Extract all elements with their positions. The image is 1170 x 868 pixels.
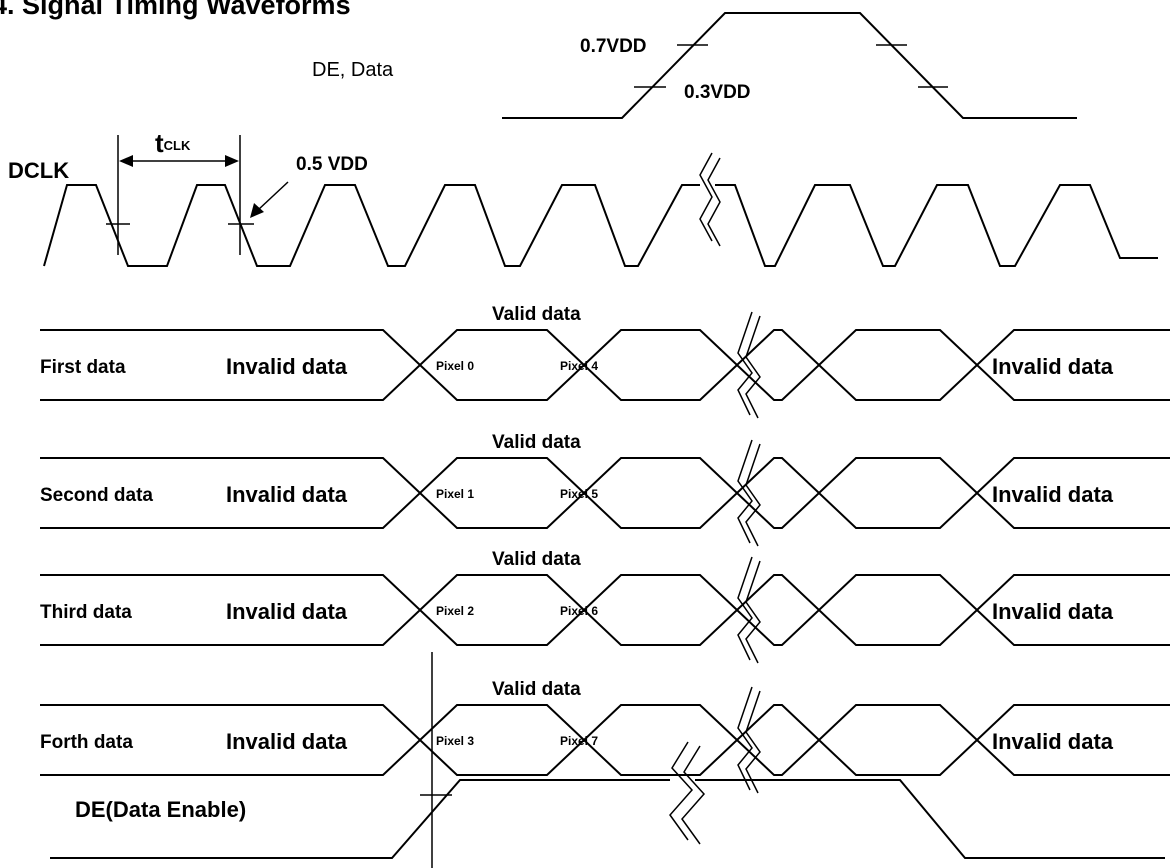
invalid-data-right: Invalid data — [992, 599, 1114, 624]
mid-threshold-pointer — [257, 181, 289, 211]
bus-break-mark-1 — [737, 311, 753, 416]
bus-break-mark-2 — [745, 315, 761, 419]
bus-lower-rail — [40, 491, 1170, 529]
bus-lower-rail — [40, 608, 1170, 646]
row-label: Second data — [40, 485, 153, 506]
dclk-waveform-right — [715, 184, 1158, 267]
dclk-waveform-left — [43, 184, 700, 267]
bus-break-mark-1 — [737, 686, 753, 791]
de-data-edge-waveform — [502, 12, 1077, 119]
invalid-data-left: Invalid data — [226, 599, 348, 624]
valid-data-label: Valid data — [492, 432, 581, 453]
low-threshold-label: 0.3VDD — [684, 82, 751, 103]
mid-threshold-arrowhead — [250, 203, 264, 218]
pixel-label: Pixel 2 — [436, 604, 474, 618]
pixel-label: Pixel 1 — [436, 487, 474, 501]
pixel-label: Pixel 3 — [436, 734, 474, 748]
invalid-data-right: Invalid data — [992, 729, 1114, 754]
mid-threshold-label: 0.5 VDD — [296, 154, 368, 175]
row-label: Third data — [40, 602, 132, 623]
data-enable-break-mark-1 — [669, 741, 694, 841]
dclk-group: DCLK tCLK 0.5 VDD — [8, 128, 1158, 267]
valid-data-label: Valid data — [492, 679, 581, 700]
invalid-data-left: Invalid data — [226, 729, 348, 754]
invalid-data-right: Invalid data — [992, 482, 1114, 507]
data-row: Second data Invalid data Valid data Pixel 1… — [40, 432, 1170, 547]
data-enable-label: DE(Data Enable) — [75, 797, 246, 822]
data-enable-waveform-left — [50, 779, 670, 859]
de-data-threshold-waveform: DE, Data 0.7VDD 0.3VDD — [312, 12, 1077, 119]
pixel-label: Pixel 5 — [560, 487, 598, 501]
de-data-label: DE, Data — [312, 59, 394, 81]
valid-data-label: Valid data — [492, 304, 581, 325]
pixel-label: Pixel 7 — [560, 734, 598, 748]
bus-lower-rail — [40, 738, 1170, 776]
data-enable-break-mark-2 — [681, 745, 706, 845]
pixel-label: Pixel 6 — [560, 604, 598, 618]
pixel-label: Pixel 4 — [560, 359, 598, 373]
pixel-label: Pixel 0 — [436, 359, 474, 373]
dclk-break-mark-2 — [707, 157, 721, 247]
invalid-data-right: Invalid data — [992, 354, 1114, 379]
data-enable-group: DE(Data Enable) — [50, 741, 1165, 859]
tclk-label: tCLK — [155, 128, 191, 158]
data-row: Third data Invalid data Valid data Pixel 2 P… — [40, 549, 1170, 664]
bus-break-mark-1 — [737, 556, 753, 661]
bus-break-mark-1 — [737, 439, 753, 544]
data-enable-waveform-right — [695, 779, 1165, 859]
bus-lower-rail — [40, 363, 1170, 401]
data-row: Forth data Invalid data Valid data Pixel 3 P… — [40, 679, 1170, 794]
bus-break-mark-2 — [745, 690, 761, 794]
dclk-label: DCLK — [8, 158, 69, 183]
valid-data-label: Valid data — [492, 549, 581, 570]
data-row: First data Invalid data Valid data Pixel 0 P… — [40, 304, 1170, 419]
high-threshold-label: 0.7VDD — [580, 36, 647, 57]
row-label: Forth data — [40, 732, 133, 753]
tclk-arrow-left — [119, 155, 133, 167]
tclk-arrow-right — [225, 155, 239, 167]
bus-break-mark-2 — [745, 443, 761, 547]
dclk-break-mark-1 — [699, 152, 713, 242]
invalid-data-left: Invalid data — [226, 482, 348, 507]
diagram-title: 4. Signal Timing Waveforms — [0, 0, 351, 20]
bus-break-mark-2 — [745, 560, 761, 664]
data-rows: First data Invalid data Valid data Pixel 0 P… — [40, 304, 1170, 794]
invalid-data-left: Invalid data — [226, 354, 348, 379]
row-label: First data — [40, 357, 126, 378]
